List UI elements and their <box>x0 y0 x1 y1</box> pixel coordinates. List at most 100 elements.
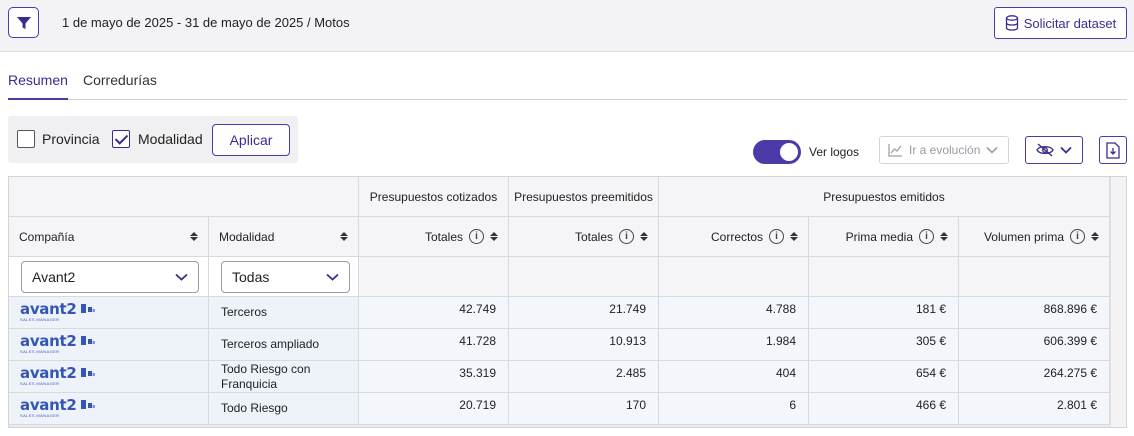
column-header-company-label: Compañía <box>19 229 75 244</box>
modalidad-checkbox[interactable] <box>112 130 130 148</box>
avant2-mark-icon <box>80 368 95 377</box>
company-logo-cell: avant2 SALES MANAGER <box>9 297 209 329</box>
column-header-modality[interactable]: Modalidad <box>209 217 359 257</box>
sort-icon[interactable] <box>490 232 498 241</box>
chevron-down-icon <box>986 146 998 154</box>
filter-cell-empty <box>359 257 509 297</box>
period-label: 1 de mayo de 2025 - 31 de mayo de 2025 /… <box>62 15 350 30</box>
company-filter-select[interactable]: Avant2 <box>21 261 199 293</box>
modality-cell: Terceros ampliado <box>209 329 359 361</box>
column-header-cotizados-total[interactable]: Totales i <box>359 217 509 257</box>
filter-cell-empty <box>959 257 1110 297</box>
avg-premium-cell: 466 € <box>809 393 959 425</box>
modality-filter-value: Todas <box>232 269 270 285</box>
premium-volume-cell: 868.896 € <box>959 297 1110 329</box>
column-header-preemitidos-total[interactable]: Totales i <box>509 217 659 257</box>
correct-cell: 404 <box>659 361 809 393</box>
chevron-down-icon <box>1060 146 1072 154</box>
column-header-correct[interactable]: Correctos i <box>659 217 809 257</box>
filter-button[interactable] <box>8 7 39 38</box>
info-icon[interactable]: i <box>919 229 934 244</box>
avg-premium-cell: 654 € <box>809 361 959 393</box>
database-icon <box>1005 15 1018 31</box>
company-filter-value: Avant2 <box>32 269 76 285</box>
horizontal-scrollbar[interactable] <box>9 425 1110 427</box>
cotizados-total-cell: 42.749 <box>359 297 509 329</box>
company-logo-cell: avant2 SALES MANAGER <box>9 361 209 393</box>
request-dataset-label: Solicitar dataset <box>1023 15 1117 31</box>
correct-cell: 1.984 <box>659 329 809 361</box>
sort-icon[interactable] <box>790 232 798 241</box>
modality-cell: Todo Riesgo con Franquicia <box>209 361 359 393</box>
avant2-logo: avant2 SALES MANAGER <box>20 396 77 419</box>
filter-cell-empty <box>659 257 809 297</box>
funnel-icon <box>16 16 31 29</box>
sort-icon[interactable] <box>190 232 198 241</box>
download-file-icon <box>1106 141 1120 159</box>
evolution-label: Ir a evolución <box>909 143 981 157</box>
group-header-empty <box>9 177 359 217</box>
column-header-avg-premium-label: Prima media <box>845 229 913 244</box>
chevron-down-icon <box>326 273 339 281</box>
info-icon[interactable]: i <box>769 229 784 244</box>
group-header-preemitidos: Presupuestos preemitidos <box>509 177 659 217</box>
chevron-down-icon <box>175 273 188 281</box>
premium-volume-cell: 2.801 € <box>959 393 1110 425</box>
tab-corredurias[interactable]: Corredurías <box>83 72 157 88</box>
column-visibility-button[interactable] <box>1025 136 1083 164</box>
top-bar: 1 de mayo de 2025 - 31 de mayo de 2025 /… <box>0 0 1134 52</box>
premium-volume-cell: 606.399 € <box>959 329 1110 361</box>
apply-button[interactable]: Aplicar <box>212 124 290 156</box>
filter-cell-empty <box>509 257 659 297</box>
company-filter-cell: Avant2 <box>9 257 209 297</box>
evolution-button[interactable]: Ir a evolución <box>879 136 1009 164</box>
tab-resumen[interactable]: Resumen <box>8 72 68 100</box>
logos-toggle[interactable] <box>753 140 801 164</box>
info-icon[interactable]: i <box>469 229 484 244</box>
preemitidos-total-cell: 10.913 <box>509 329 659 361</box>
correct-cell: 4.788 <box>659 297 809 329</box>
cotizados-total-cell: 41.728 <box>359 329 509 361</box>
preemitidos-total-cell: 2.485 <box>509 361 659 393</box>
cotizados-total-cell: 35.319 <box>359 361 509 393</box>
column-header-avg-premium[interactable]: Prima media i <box>809 217 959 257</box>
sort-icon[interactable] <box>340 232 348 241</box>
avant2-logo: avant2 SALES MANAGER <box>20 364 77 387</box>
logos-toggle-label: Ver logos <box>809 145 860 159</box>
request-dataset-button[interactable]: Solicitar dataset <box>994 7 1127 39</box>
modality-cell: Terceros <box>209 297 359 329</box>
vertical-scrollbar[interactable] <box>1110 177 1126 427</box>
modality-filter-cell: Todas <box>209 257 359 297</box>
column-header-correct-label: Correctos <box>710 229 763 244</box>
info-icon[interactable]: i <box>1070 229 1085 244</box>
avant2-mark-icon <box>80 304 95 313</box>
download-button[interactable] <box>1099 136 1127 164</box>
column-header-premium-volume-label: Volumen prima <box>983 229 1064 244</box>
avant2-mark-icon <box>80 336 95 345</box>
preemitidos-total-cell: 21.749 <box>509 297 659 329</box>
sort-icon[interactable] <box>1091 232 1099 241</box>
column-header-preemitidos-total-label: Totales <box>574 229 613 244</box>
provincia-checkbox[interactable] <box>17 130 35 148</box>
avg-premium-cell: 305 € <box>809 329 959 361</box>
column-header-company[interactable]: Compañía <box>9 217 209 257</box>
modality-filter-select[interactable]: Todas <box>221 261 350 293</box>
column-header-premium-volume[interactable]: Volumen prima i <box>959 217 1110 257</box>
preemitidos-total-cell: 170 <box>509 393 659 425</box>
line-chart-icon <box>888 144 902 157</box>
group-header-emitidos: Presupuestos emitidos <box>659 177 1110 217</box>
info-icon[interactable]: i <box>619 229 634 244</box>
cotizados-total-cell: 20.719 <box>359 393 509 425</box>
company-logo-cell: avant2 SALES MANAGER <box>9 393 209 425</box>
filter-cell-empty <box>809 257 959 297</box>
modality-cell: Todo Riesgo <box>209 393 359 425</box>
modalidad-label: Modalidad <box>138 131 203 147</box>
avg-premium-cell: 181 € <box>809 297 959 329</box>
correct-cell: 6 <box>659 393 809 425</box>
data-table: Presupuestos cotizados Presupuestos pree… <box>8 176 1127 428</box>
provincia-label: Provincia <box>42 131 100 147</box>
premium-volume-cell: 264.275 € <box>959 361 1110 393</box>
sort-icon[interactable] <box>640 232 648 241</box>
tab-bar: Resumen Corredurías <box>8 64 1127 100</box>
sort-icon[interactable] <box>940 232 948 241</box>
